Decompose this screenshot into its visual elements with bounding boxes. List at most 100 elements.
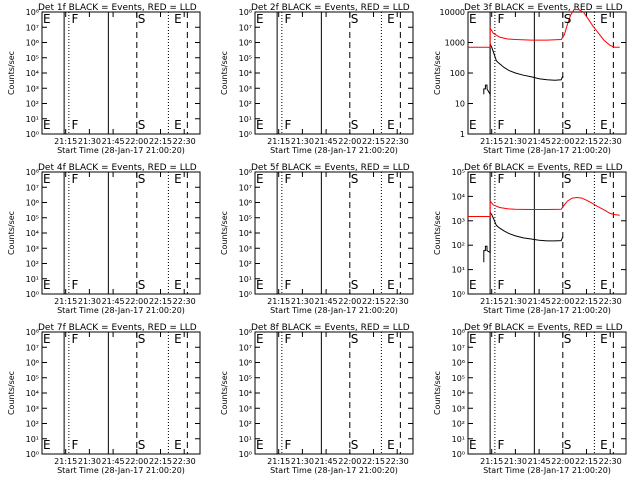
events-series-line bbox=[483, 43, 564, 97]
y-tick-label: 10⁵ bbox=[452, 374, 465, 383]
x-tick-label: 21:15 bbox=[480, 137, 503, 146]
plot-frame bbox=[41, 331, 201, 455]
panel-det-4: Det 4f BLACK = Events, RED = LLD 10⁰ 10¹ 10… bbox=[7, 163, 201, 315]
event-marker-label: S bbox=[351, 12, 359, 26]
x-tick-label: 21:30 bbox=[291, 137, 314, 146]
event-marker-label: S bbox=[564, 118, 572, 132]
event-marker-label: F bbox=[71, 278, 78, 292]
x-tick-label: 21:15 bbox=[480, 457, 503, 466]
panel-det-1: Det 1f BLACK = Events, RED = LLD 10⁰ 10¹ 10… bbox=[7, 3, 201, 155]
y-axis-label: Counts/sec bbox=[7, 371, 16, 415]
event-marker-label: S bbox=[351, 172, 359, 186]
x-axis-label: Start Time (28-Jan-17 21:00:20) bbox=[483, 146, 611, 155]
x-tick-label: 21:45 bbox=[102, 137, 125, 146]
event-marker-label: S bbox=[138, 332, 146, 346]
x-tick-label: 21:30 bbox=[504, 457, 527, 466]
event-marker-label: F bbox=[71, 118, 78, 132]
event-marker-label: E bbox=[600, 278, 608, 292]
y-axis-label: Counts/sec bbox=[220, 211, 229, 255]
y-axis-label: Counts/sec bbox=[7, 51, 16, 95]
event-marker-label: S bbox=[138, 278, 146, 292]
y-tick-label: 10⁴ bbox=[26, 69, 39, 78]
event-marker-label: E bbox=[256, 278, 264, 292]
panel-title: Det 1f BLACK = Events, RED = LLD bbox=[38, 3, 197, 13]
event-marker-label: S bbox=[564, 12, 572, 26]
event-marker-label: E bbox=[469, 332, 477, 346]
y-tick-label: 10¹ bbox=[452, 435, 465, 444]
event-marker-label: S bbox=[138, 12, 146, 26]
y-tick-label: 10 bbox=[455, 100, 465, 109]
event-marker-label: E bbox=[256, 118, 264, 132]
x-tick-label: 22:15 bbox=[362, 137, 385, 146]
y-tick-label: 10⁸ bbox=[26, 168, 39, 177]
x-tick-label: 21:15 bbox=[480, 297, 503, 306]
event-marker-label: E bbox=[256, 438, 264, 452]
x-tick-label: 22:15 bbox=[149, 457, 172, 466]
x-tick-label: 22:15 bbox=[575, 297, 598, 306]
x-tick-label: 22:30 bbox=[386, 457, 409, 466]
event-marker-label: S bbox=[138, 172, 146, 186]
event-marker-label: F bbox=[71, 438, 78, 452]
y-tick-label: 10³ bbox=[239, 84, 252, 93]
plot-frame bbox=[254, 331, 414, 455]
x-tick-label: 21:30 bbox=[78, 137, 101, 146]
y-tick-label: 10⁷ bbox=[239, 343, 252, 352]
panel-title: Det 3f BLACK = Events, RED = LLD bbox=[464, 3, 623, 13]
y-tick-label: 10⁶ bbox=[26, 199, 39, 208]
x-tick-label: 22:30 bbox=[386, 137, 409, 146]
y-axis-label: Counts/sec bbox=[220, 51, 229, 95]
x-tick-label: 22:30 bbox=[599, 297, 622, 306]
panel-title: Det 6f BLACK = Events, RED = LLD bbox=[464, 163, 623, 173]
y-tick-label: 10⁶ bbox=[239, 199, 252, 208]
y-axis-label: Counts/sec bbox=[7, 211, 16, 255]
event-marker-label: E bbox=[600, 118, 608, 132]
x-tick-label: 21:30 bbox=[504, 297, 527, 306]
panel-title: Det 4f BLACK = Events, RED = LLD bbox=[38, 163, 197, 173]
y-tick-label: 10⁶ bbox=[452, 359, 465, 368]
x-tick-label: 21:15 bbox=[267, 137, 290, 146]
y-tick-label: 10⁴ bbox=[452, 192, 465, 201]
lld-series-line bbox=[468, 9, 620, 48]
y-tick-label: 10² bbox=[239, 260, 252, 269]
x-tick-label: 22:15 bbox=[149, 137, 172, 146]
event-marker-label: E bbox=[43, 438, 51, 452]
y-tick-label: 10⁴ bbox=[239, 69, 252, 78]
event-marker-label: E bbox=[600, 12, 608, 26]
y-tick-label: 10⁰ bbox=[239, 130, 252, 139]
event-marker-label: F bbox=[284, 332, 291, 346]
event-marker-label: S bbox=[351, 278, 359, 292]
y-tick-label: 10² bbox=[239, 420, 252, 429]
x-tick-label: 22:15 bbox=[362, 297, 385, 306]
x-tick-label: 21:15 bbox=[267, 457, 290, 466]
x-tick-label: 22:00 bbox=[125, 137, 148, 146]
event-marker-label: E bbox=[174, 172, 182, 186]
y-tick-label: 10⁵ bbox=[239, 374, 252, 383]
x-axis-label: Start Time (28-Jan-17 21:00:20) bbox=[270, 466, 398, 475]
event-marker-label: S bbox=[564, 278, 572, 292]
event-marker-label: E bbox=[43, 332, 51, 346]
x-tick-label: 21:30 bbox=[291, 297, 314, 306]
event-marker-label: E bbox=[174, 438, 182, 452]
y-tick-label: 10⁷ bbox=[26, 343, 39, 352]
event-marker-label: E bbox=[469, 118, 477, 132]
event-marker-label: E bbox=[174, 118, 182, 132]
y-tick-label: 10⁵ bbox=[239, 54, 252, 63]
event-marker-label: F bbox=[71, 12, 78, 26]
y-tick-label: 10⁶ bbox=[26, 359, 39, 368]
y-tick-label: 10⁸ bbox=[239, 168, 252, 177]
event-marker-label: S bbox=[564, 172, 572, 186]
y-tick-label: 10⁴ bbox=[26, 389, 39, 398]
y-tick-label: 10² bbox=[26, 420, 39, 429]
x-tick-label: 22:30 bbox=[173, 297, 196, 306]
event-marker-label: S bbox=[351, 332, 359, 346]
panel-det-5: Det 5f BLACK = Events, RED = LLD 10⁰ 10¹ 10… bbox=[220, 163, 414, 315]
event-marker-label: F bbox=[497, 172, 504, 186]
event-marker-label: E bbox=[600, 332, 608, 346]
x-tick-label: 22:00 bbox=[338, 137, 361, 146]
y-tick-label: 10⁴ bbox=[452, 389, 465, 398]
event-marker-label: S bbox=[351, 438, 359, 452]
y-tick-label: 10² bbox=[452, 241, 465, 250]
y-tick-label: 10⁷ bbox=[239, 23, 252, 32]
y-tick-label: 10⁵ bbox=[239, 214, 252, 223]
